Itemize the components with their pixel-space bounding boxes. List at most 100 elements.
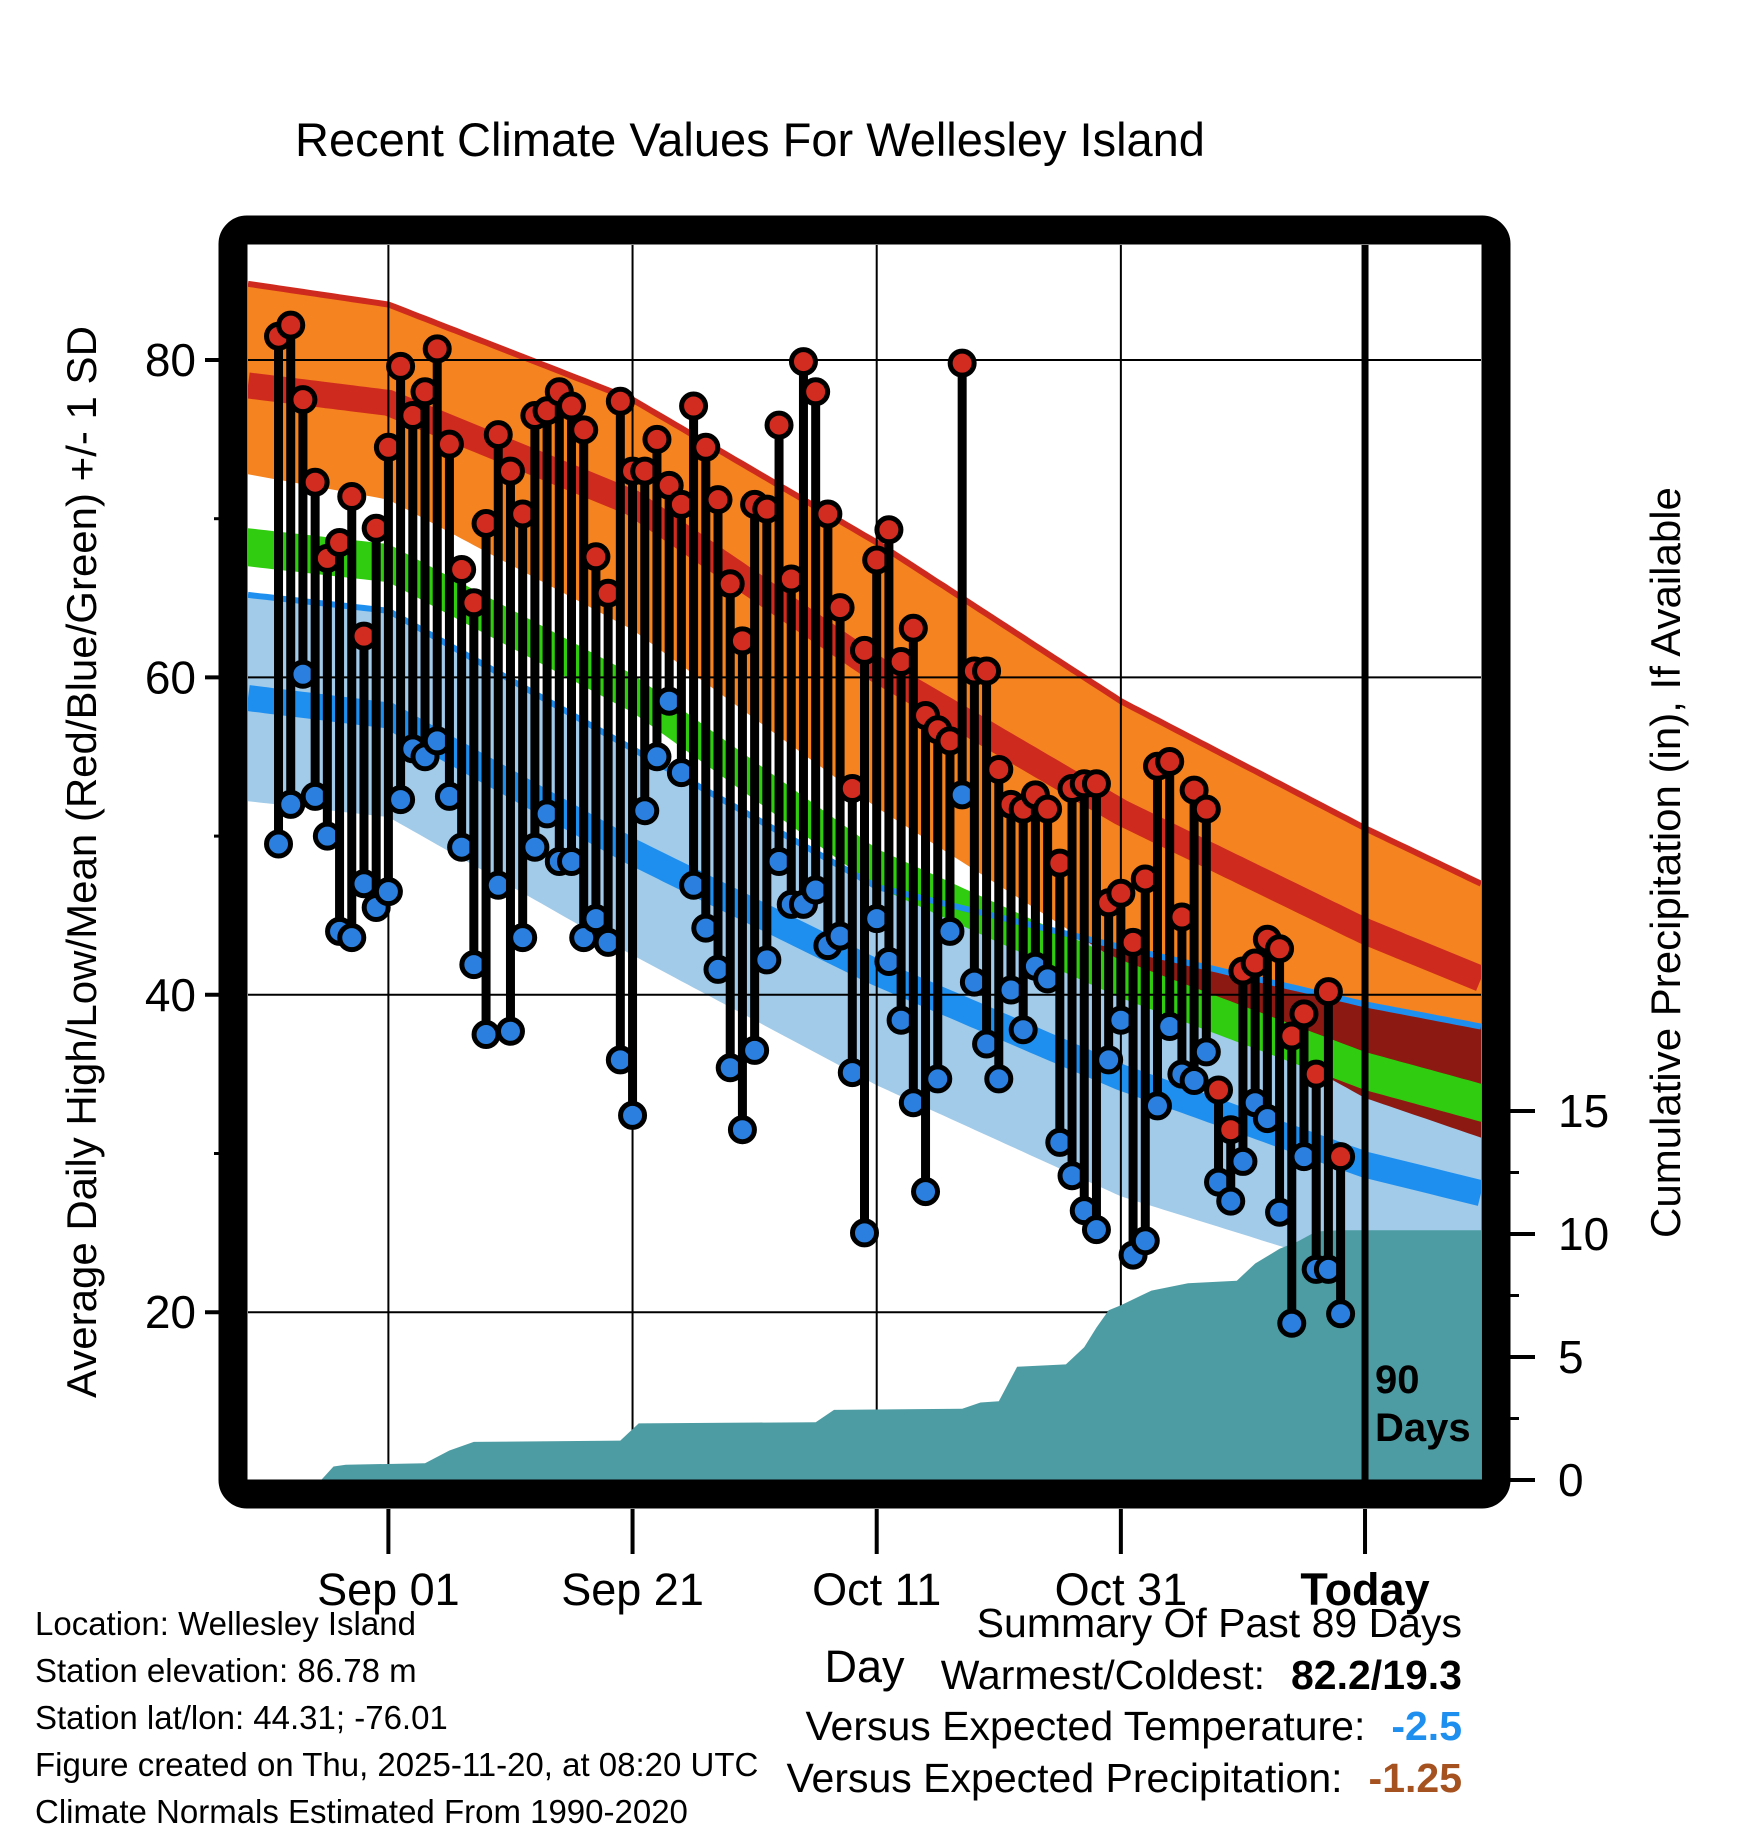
high-dot	[642, 424, 672, 454]
x-tick-label: Sep 21	[561, 1564, 704, 1615]
high-dot	[569, 415, 599, 445]
high-dot	[447, 554, 477, 584]
high-dot	[1204, 1075, 1234, 1105]
plot-frame	[218, 215, 1511, 1509]
summary-value: -1.25	[1368, 1754, 1462, 1801]
y-left-tick-label: 40	[145, 969, 196, 1021]
low-dot	[373, 877, 403, 907]
y-right-tick-label: 5	[1558, 1331, 1584, 1383]
y-right-tick-label: 0	[1558, 1454, 1584, 1506]
low-dot	[1216, 1186, 1246, 1216]
x-tick-label: Today	[1300, 1564, 1429, 1615]
low-dot	[630, 796, 660, 826]
low-dot	[1179, 1065, 1209, 1095]
x-axis-title: Day	[824, 1641, 905, 1692]
summary-row-vs-temperature: Versus Expected Temperature: -2.5	[786, 1701, 1462, 1753]
low-dot	[923, 1064, 953, 1094]
x-tick-label: Sep 01	[317, 1564, 460, 1615]
low-dot	[984, 1064, 1014, 1094]
high-dot	[605, 386, 635, 416]
summary-value: 82.2/19.3	[1291, 1651, 1462, 1698]
page-title: Recent Climate Values For Wellesley Isla…	[295, 113, 1205, 166]
high-dot	[1326, 1142, 1356, 1172]
high-dot	[972, 656, 1002, 686]
y-left-tick-label: 60	[145, 651, 196, 703]
y-right-tick-label: 10	[1558, 1208, 1609, 1260]
summary-row-warmest-coldest: Warmest/Coldest: 82.2/19.3	[786, 1650, 1462, 1702]
high-dot	[276, 310, 306, 340]
axis-ticks-and-labels: 80 60 40 20 15 10 5 0 Sep 01 Sep 21 Oct 11 Oct 31 To…	[145, 334, 1609, 1692]
high-dot	[422, 334, 452, 364]
high-dot	[557, 391, 587, 421]
low-dot	[1228, 1146, 1258, 1176]
high-dot	[1081, 769, 1111, 799]
low-dot	[520, 832, 550, 862]
high-dot	[495, 456, 525, 486]
high-dot	[1155, 747, 1185, 777]
high-dot	[1191, 794, 1221, 824]
high-dot	[898, 613, 928, 643]
high-dot	[300, 467, 330, 497]
high-dot	[801, 377, 831, 407]
y-left-tick-label: 80	[145, 334, 196, 386]
low-dot	[1191, 1037, 1221, 1067]
low-dot	[911, 1177, 941, 1207]
high-dot	[984, 754, 1014, 784]
station-metadata: Location: Wellesley Island Station eleva…	[35, 1600, 758, 1828]
high-dot	[679, 391, 709, 421]
high-dot	[1265, 934, 1295, 964]
low-dot	[1008, 1015, 1038, 1045]
x-tick-label: Oct 31	[1055, 1564, 1188, 1615]
station-latlon: Station lat/lon: 44.31; -76.01	[35, 1699, 448, 1736]
low-dot	[935, 916, 965, 946]
low-dot	[727, 1115, 757, 1145]
low-dot	[618, 1100, 648, 1130]
low-dot	[1130, 1226, 1160, 1256]
high-dot	[288, 385, 318, 415]
daily-stems	[264, 310, 1356, 1338]
high-dot	[813, 499, 843, 529]
summary-label: Warmest/Coldest:	[940, 1651, 1265, 1698]
y-axis-left-title: Average Daily High/Low/Mean (Red/Blue/Gr…	[58, 326, 105, 1399]
cumulative-precip-area	[321, 1230, 1481, 1480]
high-dot	[764, 410, 794, 440]
high-dot	[434, 429, 464, 459]
high-dot	[1106, 878, 1136, 908]
high-dot	[1289, 999, 1319, 1029]
x-tick-label: Oct 11	[812, 1564, 941, 1615]
y-left-tick-label: 20	[145, 1286, 196, 1338]
low-dot	[508, 923, 538, 953]
y-axis-right-title: Cumulative Precipitation (in), If Availa…	[1642, 487, 1689, 1238]
low-dot	[276, 789, 306, 819]
high-dot	[947, 348, 977, 378]
summary-label: Versus Expected Precipitation:	[786, 1754, 1343, 1801]
station-elevation: Station elevation: 86.78 m	[35, 1652, 417, 1689]
high-dot	[703, 485, 733, 515]
high-dot	[581, 542, 611, 572]
summary-label: Versus Expected Temperature:	[805, 1703, 1366, 1749]
ninety-days-label: 90	[1375, 1358, 1420, 1402]
high-dot	[337, 481, 367, 511]
high-band-top-edge	[248, 280, 1481, 887]
high-dot	[715, 569, 745, 599]
high-dot	[1033, 794, 1063, 824]
low-dot	[752, 945, 782, 975]
mean-temp-band	[248, 528, 1481, 1122]
summary-title: Summary Of Past 89 Days	[976, 1600, 1462, 1646]
high-dot	[1313, 977, 1343, 1007]
summary-row-vs-precipitation: Versus Expected Precipitation: -1.25	[786, 1753, 1462, 1805]
station-location: Location: Wellesley Island	[35, 1605, 416, 1642]
figure-created: Figure created on Thu, 2025-11-20, at 08…	[35, 1746, 759, 1783]
low-dot	[1142, 1091, 1172, 1121]
low-dot	[1277, 1308, 1307, 1338]
low-dot	[740, 1035, 770, 1065]
y-right-tick-label: 15	[1558, 1085, 1609, 1137]
high-dot	[483, 420, 513, 450]
low-dot	[1094, 1045, 1124, 1075]
ninety-days-label: Days	[1375, 1406, 1471, 1450]
summary-value: -2.5	[1391, 1703, 1462, 1749]
high-dot	[386, 351, 416, 381]
low-dot	[495, 1016, 525, 1046]
